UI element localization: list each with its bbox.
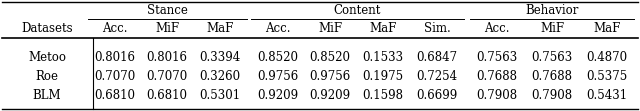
Text: 0.1533: 0.1533 [362,51,404,63]
Text: 0.9209: 0.9209 [257,88,299,101]
Text: 0.6810: 0.6810 [95,88,136,101]
Text: 0.7688: 0.7688 [477,69,518,82]
Text: 0.5375: 0.5375 [586,69,628,82]
Text: 0.8520: 0.8520 [310,51,351,63]
Text: 0.7688: 0.7688 [531,69,573,82]
Text: Metoo: Metoo [28,51,66,63]
Text: MiF: MiF [318,22,342,35]
Text: 0.9756: 0.9756 [257,69,299,82]
Text: 0.3260: 0.3260 [200,69,241,82]
Text: 0.5301: 0.5301 [200,88,241,101]
Text: Acc.: Acc. [102,22,128,35]
Text: 0.6699: 0.6699 [417,88,458,101]
Text: MiF: MiF [155,22,179,35]
Text: Behavior: Behavior [525,5,579,18]
Text: 0.7563: 0.7563 [531,51,573,63]
Text: 0.7070: 0.7070 [94,69,136,82]
Text: 0.1975: 0.1975 [362,69,404,82]
Text: 0.6847: 0.6847 [417,51,458,63]
Text: 0.7070: 0.7070 [147,69,188,82]
Text: BLM: BLM [33,88,61,101]
Text: MaF: MaF [206,22,234,35]
Text: Acc.: Acc. [484,22,509,35]
Text: Content: Content [334,5,381,18]
Text: Roe: Roe [35,69,58,82]
Text: 0.7908: 0.7908 [531,88,573,101]
Text: MaF: MaF [593,22,621,35]
Text: 0.9756: 0.9756 [309,69,351,82]
Text: 0.3394: 0.3394 [200,51,241,63]
Text: 0.7254: 0.7254 [417,69,458,82]
Text: 0.1598: 0.1598 [362,88,403,101]
Text: Datasets: Datasets [21,22,73,35]
Text: 0.8016: 0.8016 [147,51,188,63]
Text: Sim.: Sim. [424,22,451,35]
Text: 0.6810: 0.6810 [147,88,188,101]
Text: Stance: Stance [147,5,188,18]
Text: 0.5431: 0.5431 [586,88,628,101]
Text: Acc.: Acc. [265,22,291,35]
Text: MiF: MiF [540,22,564,35]
Text: 0.8016: 0.8016 [95,51,136,63]
Text: 0.9209: 0.9209 [309,88,351,101]
Text: MaF: MaF [369,22,397,35]
Text: 0.7908: 0.7908 [476,88,518,101]
Text: 0.7563: 0.7563 [476,51,518,63]
Text: 0.8520: 0.8520 [257,51,298,63]
Text: 0.4870: 0.4870 [586,51,628,63]
